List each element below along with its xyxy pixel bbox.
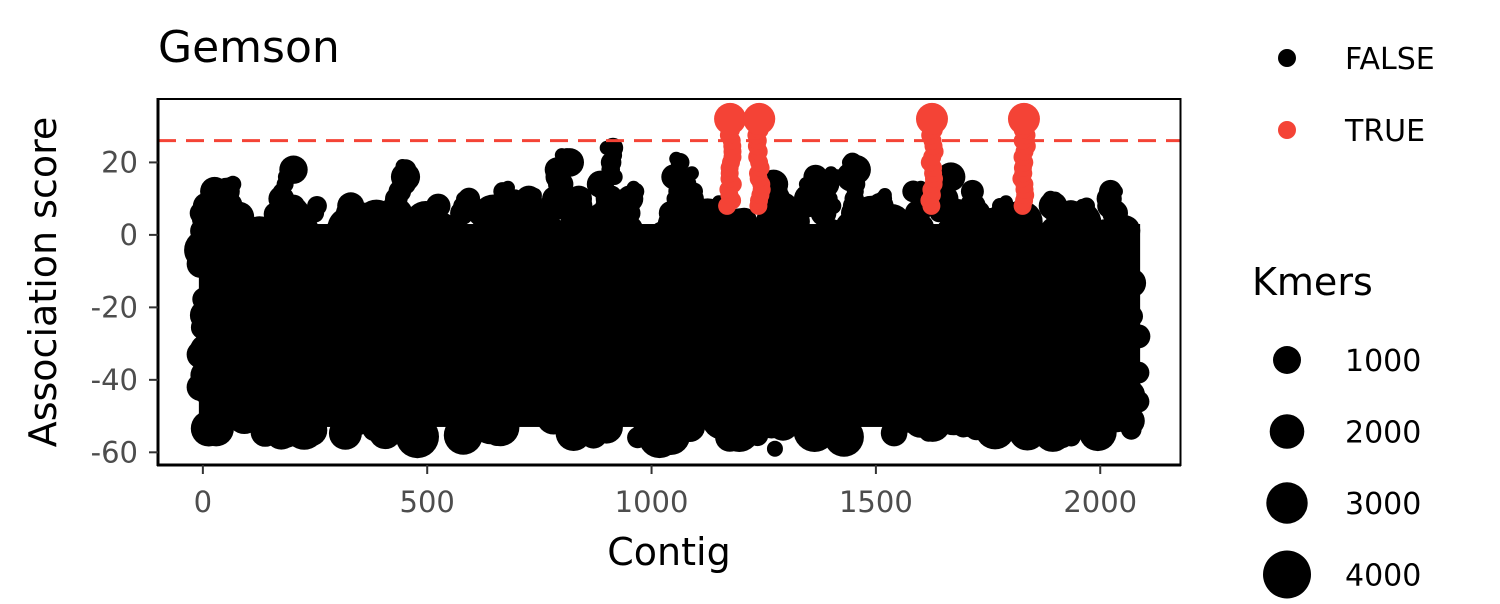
point-false [626,180,641,195]
peak-false [586,137,624,224]
point-false [770,173,785,188]
point-false [877,188,892,203]
peak-false [335,192,365,227]
band-core [198,224,1141,427]
size-legend-label: 2000 [1345,416,1421,451]
x-ticks: 0 500 1000 1500 2000 [194,465,1137,519]
peak-false [268,155,308,226]
point-false [575,191,590,206]
point-false [669,151,684,166]
point-false [343,195,358,210]
x-tick-label: 500 [400,485,455,519]
x-tick-label: 1500 [839,485,913,519]
point-false [684,166,699,181]
peak-false [616,180,645,225]
point-false [395,159,410,174]
size-legend-title: Kmers [1252,260,1373,304]
peak-false [383,159,421,228]
peak-false [959,179,991,226]
peak-false [562,185,593,226]
point-false [1048,191,1063,206]
legend-key-true [1278,121,1296,139]
size-legend-key [1266,482,1308,524]
point-false [919,422,938,442]
point-true [915,102,948,135]
peak-false [450,187,481,226]
x-axis-title: Contig [607,530,730,574]
size-legend-key [1269,414,1305,449]
size-legend-key [1263,550,1311,599]
chart-title: Gemson [158,22,340,73]
point-false [579,420,608,449]
point-false [967,184,982,199]
peak-false [1096,179,1128,227]
point-true [743,102,776,135]
point-false [456,191,471,206]
point-false [186,340,215,369]
point-false [400,424,420,445]
legend-key-false [1278,49,1296,67]
point-false [429,195,444,210]
peak-false [867,188,894,224]
point-false-low [766,440,783,457]
color-legend: FALSE TRUE [1278,42,1435,149]
y-tick-label: -20 [91,290,138,324]
point-false [1061,427,1081,447]
point-false [999,195,1014,210]
point-false [554,148,569,163]
point-false [1075,198,1090,213]
x-tick-label: 1000 [615,485,689,519]
legend-label-true: TRUE [1344,114,1425,149]
y-axis-title: Association score [21,117,65,448]
point-false [1127,390,1150,413]
peak-false [515,185,550,228]
point-false [936,162,966,192]
point-true [1007,102,1040,135]
x-tick-label: 0 [194,485,212,519]
peak-false [836,152,871,227]
point-false [281,159,296,174]
point-true [714,102,747,135]
point-false [599,140,614,155]
point-false [186,373,215,402]
peak-false [304,196,327,223]
size-legend-label: 1000 [1345,344,1421,379]
y-tick-label: -60 [91,435,138,469]
point-false [200,184,215,199]
y-tick-label: 0 [120,218,138,252]
point-false [500,180,515,195]
point-false [312,198,327,213]
point-false [824,166,839,181]
y-tick-label: -40 [91,363,138,397]
plot-area [159,102,1180,459]
x-tick-label: 2000 [1063,485,1137,519]
legend-label-false: FALSE [1345,42,1435,77]
point-false [1108,184,1123,199]
size-legend: 1000 2000 3000 4000 [1263,344,1421,599]
y-ticks: 20 0 -20 -40 -60 [91,145,158,469]
peak-false [1038,190,1068,223]
point-false [841,155,856,170]
point-false [222,177,237,192]
legend: FALSE TRUE Kmers 1000 2000 3000 4000 [1252,42,1435,599]
point-false [527,188,542,203]
y-tick-label: 20 [101,145,138,179]
size-legend-label: 4000 [1345,559,1421,594]
point-false [1127,361,1150,384]
peak-false [1072,197,1096,226]
peak-true [714,102,747,215]
peak-false [989,195,1014,222]
size-legend-key [1273,346,1301,374]
point-false [1126,324,1151,349]
point-false [186,249,215,278]
size-legend-label: 3000 [1345,487,1421,522]
series-false-points [184,194,1151,459]
peak-false [673,166,705,226]
peak-true [1007,102,1040,215]
peak-false [424,193,451,224]
peak-true [915,102,948,215]
peak-false [211,175,243,224]
